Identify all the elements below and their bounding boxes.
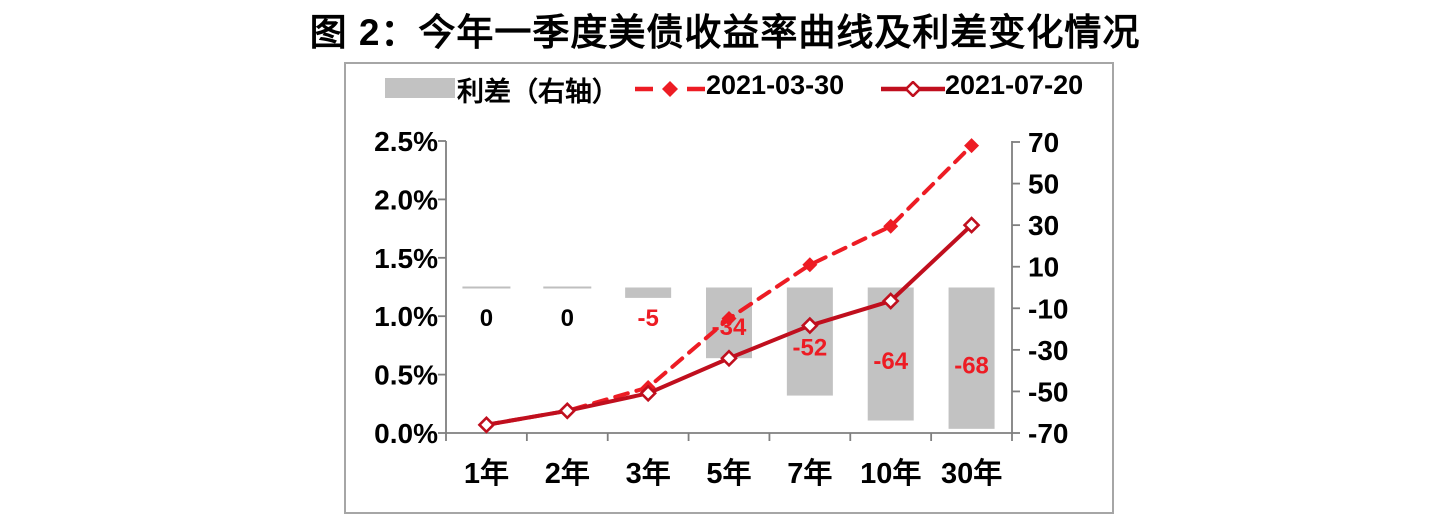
x-axis-label: 5年	[706, 456, 751, 490]
left-axis-tick-label: 0.0%	[374, 418, 438, 449]
left-axis-tick-label: 1.0%	[374, 301, 438, 332]
data-point-marker	[964, 138, 980, 154]
right-axis-tick-label: 70	[1028, 127, 1059, 158]
data-point-marker	[883, 218, 899, 234]
left-axis-tick-label: 2.0%	[374, 184, 438, 215]
legend-label-spread: 利差（右轴）	[457, 77, 619, 107]
right-axis-tick-label: -70	[1028, 418, 1068, 449]
legend: 利差（右轴） 2021-03-30 2021-07-20	[346, 64, 1112, 116]
right-axis-tick-label: 50	[1028, 169, 1059, 200]
bar-value-label: 0	[561, 305, 574, 332]
data-point-marker	[721, 311, 737, 327]
left-axis-tick-label: 2.5%	[374, 126, 438, 157]
left-axis-tick-label: 0.5%	[374, 360, 438, 391]
data-point-marker	[801, 316, 819, 335]
right-axis-tick-label: 30	[1028, 210, 1059, 241]
right-axis-tick-label: -50	[1028, 376, 1068, 407]
bar-value-label: -34	[712, 314, 747, 341]
x-axis-label: 1年	[464, 456, 509, 490]
data-point-marker	[881, 292, 900, 310]
bar	[625, 287, 672, 298]
data-point-marker	[802, 257, 818, 273]
figure-title: 图 2：今年一季度美债收益率曲线及利差变化情况	[309, 12, 1141, 53]
legend-label-2021-03-30: 2021-03-30	[706, 70, 845, 100]
right-axis-tick-label: -10	[1028, 293, 1068, 324]
left-axis-tick-label: 1.5%	[374, 243, 438, 274]
bar-value-label: -68	[954, 353, 989, 380]
x-axis-label: 10年	[860, 456, 921, 490]
data-point-marker	[720, 349, 738, 368]
data-point-marker	[558, 401, 577, 420]
legend-label-2021-07-20: 2021-07-20	[945, 70, 1084, 100]
data-point-marker	[962, 216, 981, 234]
bar-value-label: -52	[793, 334, 828, 361]
solid-line-marker-icon	[881, 81, 945, 97]
right-axis-tick-label: -30	[1028, 335, 1068, 366]
bar-value-label: -64	[873, 348, 908, 375]
bar-value-label: 0	[480, 305, 493, 332]
bar	[786, 287, 833, 396]
x-axis-label: 2年	[545, 456, 590, 490]
dashed-line-marker-icon	[635, 81, 705, 97]
x-axis-label: 7年	[787, 456, 832, 490]
right-axis-tick-label: 10	[1028, 252, 1059, 283]
bar-swatch-icon	[385, 78, 455, 98]
chart: 2.5% 2.0% 1.5% 1.0% 0.5% 0.0% 70 50 30 10 -10 -30 -5…	[344, 62, 1114, 514]
x-axis-label: 30年	[941, 456, 1002, 490]
plot-area: 2.5% 2.0% 1.5% 1.0% 0.5% 0.0% 70 50 30 10 -10 -30 -5…	[374, 126, 1068, 490]
data-point-marker	[477, 415, 496, 434]
bar-value-label: -5	[637, 305, 658, 332]
data-point-marker	[639, 384, 657, 403]
x-axis-label: 3年	[626, 456, 671, 490]
bar	[948, 287, 995, 429]
